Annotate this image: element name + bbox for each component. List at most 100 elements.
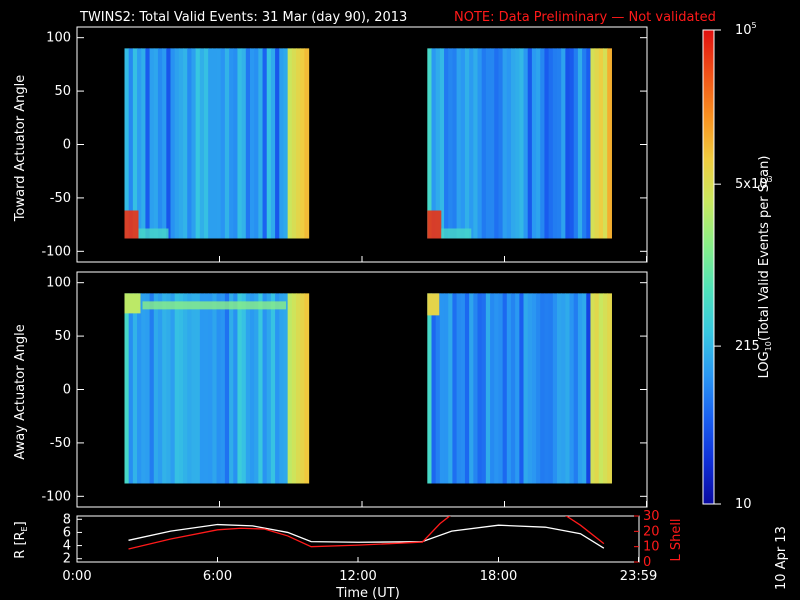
heatmap-cell: [245, 293, 251, 484]
heatmap-cell: [270, 293, 276, 484]
heatmap-cell: [548, 48, 554, 239]
heatmap-cell: [490, 293, 495, 484]
heatmap-cell: [548, 293, 554, 484]
toward-ylabel: Toward Actuator Angle: [13, 75, 28, 222]
heatmap-cell: [128, 48, 134, 239]
heatmap-cell: [427, 293, 440, 316]
ytick-label: 50: [54, 329, 71, 344]
heatmap-cell: [582, 48, 587, 239]
heatmap-cell: [279, 293, 285, 484]
heatmap-cell: [162, 48, 167, 239]
heatmap-cell: [556, 48, 562, 239]
orbit-y2label: L Shell: [669, 518, 684, 561]
heatmap-cell: [195, 48, 201, 239]
heatmap-cell: [149, 293, 155, 484]
heatmap-cell: [132, 293, 138, 484]
colorbar-tick-label: 105: [735, 21, 757, 38]
heatmap-cell: [237, 293, 243, 484]
y2tick-label: 10: [643, 540, 660, 555]
heatmap-cell: [523, 293, 529, 484]
heatmap-cell: [506, 48, 512, 239]
heatmap-cell: [124, 293, 130, 484]
heatmap-cell: [199, 48, 205, 239]
heatmap-cell: [203, 293, 209, 484]
heatmap-cell: [460, 293, 466, 484]
heatmap-cell: [519, 48, 525, 239]
heatmap-cell: [464, 48, 470, 239]
ytick-label: -50: [50, 436, 71, 451]
heatmap-cell: [229, 293, 234, 484]
heatmap-cell: [523, 48, 529, 239]
colorbar-ticks: 10 215 5x103 105: [714, 21, 773, 512]
heatmap-cell: [132, 48, 138, 239]
heatmap-cell: [485, 48, 491, 239]
colorbar-tick-label: 10: [735, 497, 752, 512]
heatmap-cell: [216, 293, 222, 484]
heatmap-cell: [456, 48, 462, 239]
heatmap-cell: [162, 293, 167, 484]
heatmap-cell: [191, 48, 197, 239]
heatmap-cell: [519, 293, 525, 484]
heatmap-cell: [502, 293, 508, 484]
orbit-panel-frame: [76, 515, 640, 563]
heatmap-cell: [142, 301, 287, 310]
heatmap-cell: [603, 48, 608, 239]
heatmap-cell: [485, 293, 491, 484]
heatmap-cell: [456, 293, 462, 484]
heatmap-cell: [153, 293, 159, 484]
heatmap-cell: [270, 48, 276, 239]
heatmap-cell: [598, 293, 604, 484]
colorbar-label: LOG10(Total Valid Events per Scan): [757, 156, 773, 379]
heatmap-cell: [124, 48, 130, 239]
heatmap-cell: [237, 48, 243, 239]
xtick-label: 6:00: [203, 569, 232, 584]
heatmap-cell: [498, 293, 504, 484]
toward-heatmap: 100 50 0 -50 -100: [41, 31, 648, 262]
heatmap-cell: [224, 48, 230, 239]
heatmap-cell: [187, 293, 193, 484]
heatmap-cell: [258, 293, 264, 484]
heatmap-cell: [431, 48, 437, 239]
heatmap-cell: [224, 293, 230, 484]
y2tick-label: 30: [643, 509, 660, 524]
heatmap-cell: [137, 293, 142, 484]
away-ylabel: Away Actuator Angle: [13, 324, 28, 459]
heatmap-cell: [544, 293, 550, 484]
heatmap-cell: [473, 48, 479, 239]
heatmap-cell: [145, 48, 151, 239]
heatmap-cell: [565, 48, 571, 239]
colorbar-tick-label: 5x103: [735, 175, 773, 192]
heatmap-cell: [233, 48, 239, 239]
heatmap-cell: [477, 48, 483, 239]
heatmap-cell: [565, 293, 571, 484]
heatmap-cell: [262, 293, 268, 484]
heatmap-cell: [590, 48, 596, 239]
heatmap-cell: [569, 48, 575, 239]
ytick-label: 4: [63, 539, 71, 554]
heatmap-cell: [544, 48, 550, 239]
heatmap-cell: [494, 48, 500, 239]
heatmap-cell: [502, 48, 508, 239]
heatmap-cell: [220, 48, 226, 239]
heatmap-cell: [435, 293, 441, 484]
heatmap-cell: [249, 48, 255, 239]
heatmap-cell: [515, 48, 520, 239]
heatmap-cell: [249, 293, 255, 484]
heatmap-cell: [552, 293, 558, 484]
heatmap-cell: [506, 293, 512, 484]
ytick-label: 100: [46, 31, 71, 46]
heatmap-cell: [603, 293, 608, 484]
ytick-label: -100: [41, 489, 71, 504]
heatmap-cell: [577, 293, 583, 484]
away-heatmap: 100 50 0 -50 -100: [41, 276, 648, 507]
heatmap-cell: [527, 48, 533, 239]
preliminary-note: NOTE: Data Preliminary — Not validated: [454, 10, 716, 25]
heatmap-cell: [296, 48, 301, 239]
heatmap-cell: [262, 48, 268, 239]
heatmap-cell: [510, 48, 516, 239]
heatmap-cell: [287, 48, 293, 239]
ytick-label: 50: [54, 84, 71, 99]
heatmap-cell: [304, 293, 310, 484]
heatmap-cell: [439, 293, 445, 484]
